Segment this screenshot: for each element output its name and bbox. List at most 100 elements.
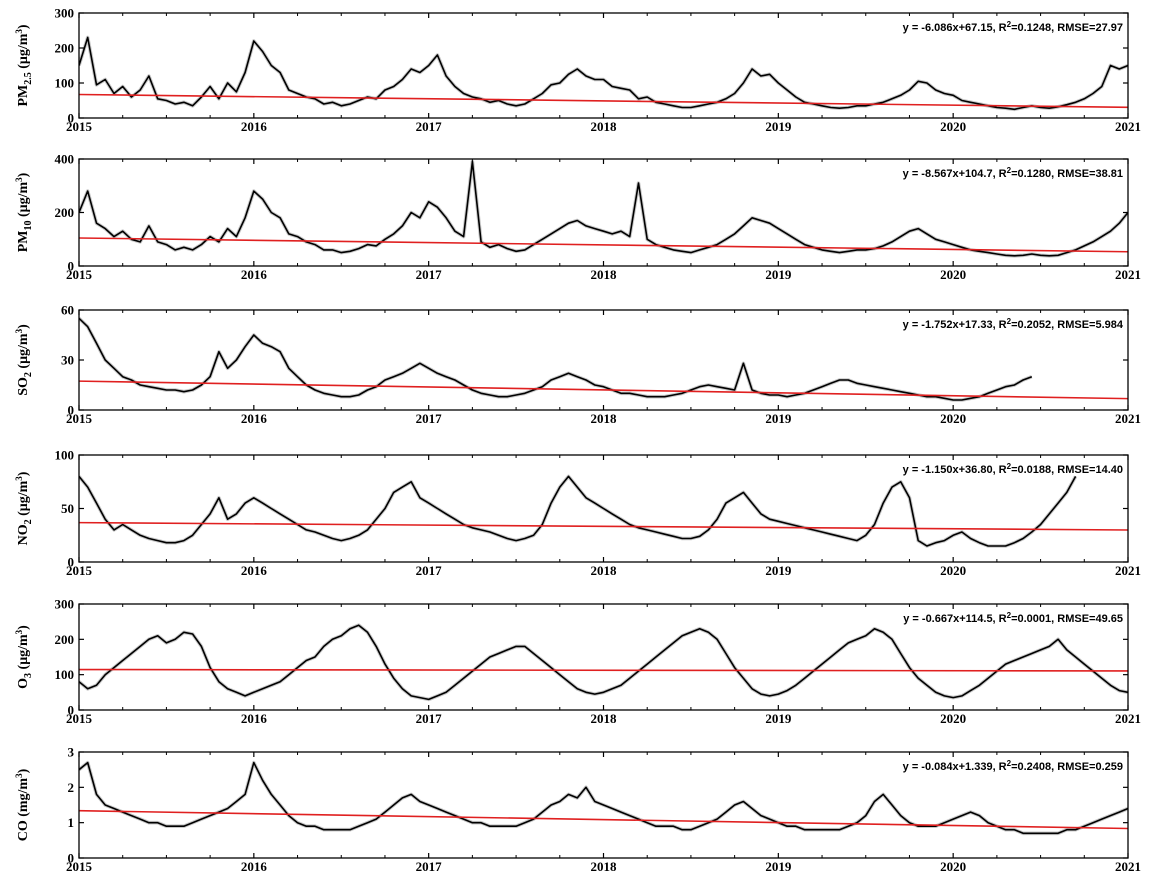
y-tick-label: 0 [68, 111, 75, 126]
y-tick-label: 100 [55, 448, 75, 463]
y-label-unit-sup: 3 [14, 629, 24, 634]
series-halo [79, 760, 1128, 836]
trend-line [79, 237, 1128, 253]
x-tick-label: 2017 [416, 119, 443, 134]
series-halo [79, 35, 1128, 112]
y-label-sub: 3 [23, 673, 34, 678]
y-tick-label: 200 [55, 41, 75, 56]
series-line [79, 475, 1077, 547]
y-label-unit-sup: 3 [14, 476, 24, 481]
y-tick-label: 100 [55, 76, 75, 91]
y-axis-label: PM2.5 (μg/m3) [14, 24, 34, 106]
x-tick-label: 2019 [765, 859, 792, 874]
x-tick-label: 2016 [241, 711, 268, 726]
y-label-unit: (μg/m [16, 634, 31, 673]
y-tick-label: 2 [68, 780, 75, 795]
x-tick-label: 2017 [416, 267, 443, 282]
x-tick-label: 2015 [66, 859, 93, 874]
y-label-unit-sup: 3 [14, 29, 24, 34]
y-label-close: ) [16, 324, 31, 329]
panel-2: 2015 2016 2017 2018 2019 2020 2021 0 200 400 PM10 … [14, 152, 1141, 283]
x-tick-label: 2016 [241, 563, 268, 578]
trend-line [79, 809, 1128, 830]
x-tick-label: 2017 [416, 711, 443, 726]
x-tick-label: 2020 [940, 411, 966, 426]
x-tick-label: 2019 [765, 711, 792, 726]
y-tick-label: 300 [55, 6, 75, 21]
x-tick-label: 2019 [765, 267, 792, 282]
y-label-close: ) [16, 471, 31, 476]
x-tick-label: 2018 [591, 859, 618, 874]
y-axis-label: CO (mg/m3) [14, 768, 31, 841]
x-tick-label: 2017 [416, 411, 443, 426]
x-tick-label: 2017 [416, 563, 443, 578]
x-tick-label: 2021 [1115, 711, 1141, 726]
series-line [79, 160, 1128, 257]
y-tick-label: 0 [68, 703, 75, 718]
y-axis-label: NO2 (μg/m3) [14, 471, 34, 545]
x-tick-label: 2020 [940, 563, 966, 578]
x-tick-label: 2021 [1115, 267, 1141, 282]
x-tick-label: 2018 [591, 267, 618, 282]
y-tick-label: 200 [55, 632, 75, 647]
trend-line [79, 521, 1128, 531]
y-label-main: O [16, 678, 31, 689]
x-tick-label: 2016 [241, 267, 268, 282]
y-tick-label: 200 [55, 205, 75, 220]
x-tick-label: 2018 [591, 563, 618, 578]
x-tick-label: 2019 [765, 563, 792, 578]
y-label-close: ) [16, 625, 31, 630]
trend-line [79, 93, 1128, 109]
y-label-main: PM [16, 231, 31, 253]
y-tick-label: 60 [61, 303, 74, 318]
trend-line [79, 380, 1128, 400]
y-label-main: PM [16, 85, 31, 107]
x-tick-label: 2020 [940, 859, 966, 874]
x-tick-label: 2019 [765, 119, 792, 134]
y-label-unit: (mg/m [16, 778, 31, 821]
x-tick-label: 2015 [66, 267, 93, 282]
series-line [79, 317, 1033, 401]
regression-equation: y = -6.086x+67.15, R2=0.1248, RMSE=27.97 [903, 20, 1123, 34]
y-label-unit: (μg/m [16, 333, 31, 372]
y-axis-label: PM10 (μg/m3) [14, 172, 34, 252]
x-tick-label: 2018 [591, 411, 618, 426]
y-tick-label: 300 [55, 597, 75, 612]
x-tick-label: 2019 [765, 411, 792, 426]
y-label-unit-sup: 3 [14, 773, 24, 778]
regression-equation: y = -0.084x+1.339, R2=0.2408, RMSE=0.259 [903, 759, 1123, 773]
y-tick-label: 50 [61, 501, 74, 516]
y-label-sub: 2 [23, 519, 34, 524]
x-tick-label: 2020 [940, 267, 966, 282]
y-label-unit-sup: 3 [14, 177, 24, 182]
regression-equation: y = -1.150x+36.80, R2=0.0188, RMSE=14.40 [903, 462, 1123, 476]
y-tick-label: 0 [68, 403, 75, 418]
y-axis-label: SO2 (μg/m3) [14, 324, 34, 396]
x-tick-label: 2016 [241, 859, 268, 874]
y-tick-label: 0 [68, 259, 75, 274]
y-label-unit: (μg/m [16, 182, 31, 221]
series-halo [79, 623, 1128, 702]
x-tick-label: 2021 [1115, 563, 1141, 578]
y-label-unit: (μg/m [16, 33, 31, 72]
y-tick-label: 400 [55, 152, 75, 167]
y-label-sub: 2.5 [23, 72, 34, 85]
y-label-sub: 10 [23, 221, 34, 231]
y-tick-label: 100 [55, 667, 75, 682]
y-label-unit: (μg/m [16, 480, 31, 519]
series-line [79, 761, 1128, 835]
x-tick-label: 2015 [66, 411, 93, 426]
y-label-main: SO [16, 377, 31, 396]
x-tick-label: 2016 [241, 119, 268, 134]
y-tick-label: 0 [68, 851, 75, 866]
x-tick-label: 2016 [241, 411, 268, 426]
y-label-main: NO [16, 524, 31, 545]
panel-5: 2015 2016 2017 2018 2019 2020 20210100200300O3… [14, 597, 1141, 727]
y-tick-label: 0 [68, 555, 75, 570]
series-line [79, 624, 1128, 701]
panel-3: 2015 2016 2017 2018 2019 2020 2021 0 30 60 SO2 (μg… [14, 303, 1141, 427]
y-tick-label: 3 [68, 745, 75, 760]
x-tick-label: 2021 [1115, 119, 1141, 134]
